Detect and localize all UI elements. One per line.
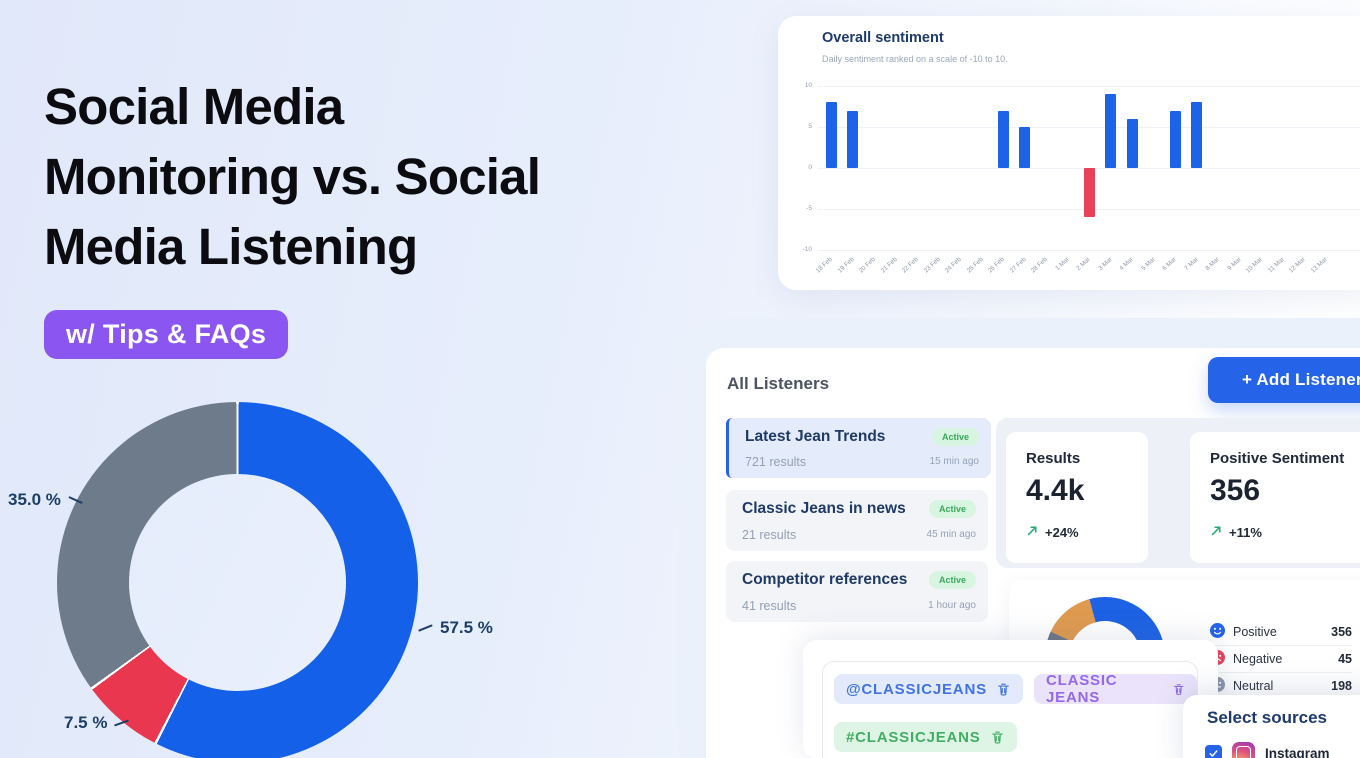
sentiment-bar <box>1019 127 1030 168</box>
y-axis-tick: 0 <box>808 164 812 171</box>
listener-title: Competitor references <box>742 571 908 588</box>
legend-label: Negative <box>1233 652 1283 666</box>
stat-delta-text: +11% <box>1229 524 1262 540</box>
listener-title: Classic Jeans in news <box>742 500 906 517</box>
legend-row-neutral: Neutral 198 <box>1210 673 1352 699</box>
title-line-3: Media Listening <box>44 218 418 275</box>
source-row-instagram[interactable]: Instagram <box>1205 742 1330 758</box>
keywords-card: @CLASSICJEANS CLASSIC JEANS #CLASSICJEAN… <box>803 640 1218 758</box>
trash-icon[interactable] <box>996 682 1011 697</box>
sentiment-bar <box>1105 94 1116 168</box>
stat-delta-text: +24% <box>1045 524 1079 540</box>
source-label: Instagram <box>1265 746 1330 758</box>
instagram-icon <box>1232 742 1255 758</box>
add-listener-button[interactable]: + Add Listener <box>1208 357 1360 403</box>
positive-sentiment-stat-card: Positive Sentiment 356 +11% <box>1190 432 1360 563</box>
sentiment-bar <box>1169 110 1181 168</box>
leader-line <box>418 624 433 632</box>
stat-label: Results <box>1026 450 1081 467</box>
select-sources-title: Select sources <box>1207 708 1328 727</box>
sentiment-bar <box>1083 168 1095 218</box>
listener-timestamp: 1 hour ago <box>928 600 976 611</box>
sentiment-plot: 10 5 0 -5 -10 18 Feb 19 Feb 20 Feb 21 Feb 22 Feb 2… <box>778 16 1360 290</box>
checkbox-checked-icon[interactable] <box>1205 745 1222 758</box>
keyword-chip-hashtag[interactable]: #CLASSICJEANS <box>834 722 1017 752</box>
trend-up-icon <box>1026 524 1039 540</box>
listener-title: Latest Jean Trends <box>745 428 886 445</box>
legend-value: 45 <box>1338 652 1352 666</box>
listener-results: 21 results <box>742 528 797 542</box>
title-line-1: Social Media <box>44 78 344 135</box>
results-stat-card: Results 4.4k +24% <box>1006 432 1148 563</box>
donut-label-text: 57.5 % <box>440 618 493 637</box>
sentiment-bar <box>847 110 858 168</box>
title-line-2: Monitoring vs. Social <box>44 148 541 205</box>
donut-label-gray: 35.0 % <box>8 490 83 510</box>
leader-line <box>68 495 83 505</box>
stat-delta: +24% <box>1026 524 1079 540</box>
status-badge: Active <box>928 571 976 589</box>
trash-icon[interactable] <box>990 730 1005 745</box>
smiley-positive-icon <box>1210 623 1225 641</box>
y-axis-tick: -5 <box>806 205 812 212</box>
donut-label-text: 35.0 % <box>8 490 61 509</box>
sentiment-bar <box>997 110 1009 168</box>
overall-sentiment-card: Overall sentiment Daily sentiment ranked… <box>778 16 1360 290</box>
panel-title: All Listeners <box>727 374 830 393</box>
stat-value: 356 <box>1210 474 1261 507</box>
sentiment-card-subtitle: Daily sentiment ranked on a scale of -10… <box>822 54 1008 64</box>
y-axis-tick: 10 <box>804 82 812 89</box>
keyword-chip-label: CLASSIC JEANS <box>1046 672 1118 706</box>
stats-panel: Results 4.4k +24% Positive Sentiment 356… <box>996 418 1360 568</box>
keyword-chip-label: @CLASSICJEANS <box>846 680 987 698</box>
donut-label-blue: 57.5 % <box>418 618 493 638</box>
legend-value: 198 <box>1331 679 1352 693</box>
listener-timestamp: 45 min ago <box>926 529 976 540</box>
sentiment-bar <box>825 102 837 168</box>
donut-label-red: 7.5 % <box>64 713 130 733</box>
sentiment-bar <box>1191 102 1202 168</box>
sentiment-legend: Positive 356 Negative 45 Neutral 198 <box>1210 619 1352 699</box>
trend-up-icon <box>1210 524 1223 540</box>
keyword-chip-label: #CLASSICJEANS <box>846 728 981 746</box>
listener-timestamp: 15 min ago <box>929 456 979 467</box>
listener-item-latest-jean-trends[interactable]: Latest Jean Trends Active 721 results 15… <box>726 418 991 478</box>
keyword-chip-mention[interactable]: @CLASSICJEANS <box>834 674 1023 704</box>
legend-label: Positive <box>1233 625 1277 639</box>
stat-label: Positive Sentiment <box>1210 450 1345 467</box>
listener-results: 721 results <box>745 455 807 469</box>
sentiment-bar <box>1126 118 1138 168</box>
leader-line <box>114 719 130 727</box>
trash-icon[interactable] <box>1172 682 1185 697</box>
legend-label: Neutral <box>1233 679 1274 693</box>
stat-delta: +11% <box>1210 524 1262 540</box>
gridline <box>818 86 1360 87</box>
status-badge: Active <box>931 428 979 446</box>
topic-badge: w/ Tips & FAQs <box>44 310 289 359</box>
y-axis-tick: 5 <box>808 123 812 130</box>
keywords-input-area[interactable]: @CLASSICJEANS CLASSIC JEANS #CLASSICJEAN… <box>822 661 1198 758</box>
sentiment-card-title: Overall sentiment <box>822 30 944 46</box>
page-title: Social Media Monitoring vs. Social Media… <box>44 72 541 282</box>
legend-value: 356 <box>1331 625 1352 639</box>
listener-item-competitor-references[interactable]: Competitor references Active 41 results … <box>726 561 988 622</box>
gridline <box>818 250 1360 251</box>
listener-results: 41 results <box>742 599 797 613</box>
donut-label-text: 7.5 % <box>64 713 108 732</box>
stat-value: 4.4k <box>1026 474 1085 507</box>
hero-donut-chart <box>57 402 418 758</box>
gridline <box>818 127 1360 128</box>
listener-item-classic-jeans-in-news[interactable]: Classic Jeans in news Active 21 results … <box>726 490 988 551</box>
y-axis-tick: -10 <box>802 246 812 253</box>
legend-row-positive: Positive 356 <box>1210 619 1352 646</box>
hero-donut-hole <box>129 474 346 691</box>
keyword-chip-brand[interactable]: CLASSIC JEANS <box>1034 672 1197 706</box>
select-sources-card: Select sources Instagram <box>1183 695 1360 758</box>
status-badge: Active <box>928 500 976 518</box>
legend-row-negative: Negative 45 <box>1210 646 1352 673</box>
